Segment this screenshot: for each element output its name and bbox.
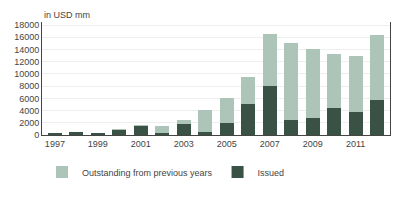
svg-text:2003: 2003	[174, 139, 194, 149]
svg-text:18000: 18000	[14, 20, 39, 30]
svg-text:16000: 16000	[14, 32, 39, 42]
svg-text:10000: 10000	[14, 69, 39, 79]
svg-text:14000: 14000	[14, 45, 39, 55]
svg-text:12000: 12000	[14, 57, 39, 67]
svg-text:2009: 2009	[303, 139, 323, 149]
svg-text:6000: 6000	[19, 94, 39, 104]
svg-text:2007: 2007	[260, 139, 280, 149]
svg-text:0: 0	[34, 130, 39, 140]
svg-text:2005: 2005	[217, 139, 237, 149]
svg-text:1999: 1999	[88, 139, 108, 149]
svg-text:Outstanding from previous year: Outstanding from previous years	[82, 168, 213, 178]
svg-text:4000: 4000	[19, 106, 39, 116]
svg-text:8000: 8000	[19, 81, 39, 91]
svg-text:1997: 1997	[45, 139, 65, 149]
svg-text:Issued: Issued	[258, 168, 285, 178]
svg-text:2011: 2011	[346, 139, 365, 149]
svg-text:in USD mm: in USD mm	[44, 10, 90, 20]
svg-text:2000: 2000	[19, 118, 39, 128]
svg-text:2001: 2001	[131, 139, 151, 149]
